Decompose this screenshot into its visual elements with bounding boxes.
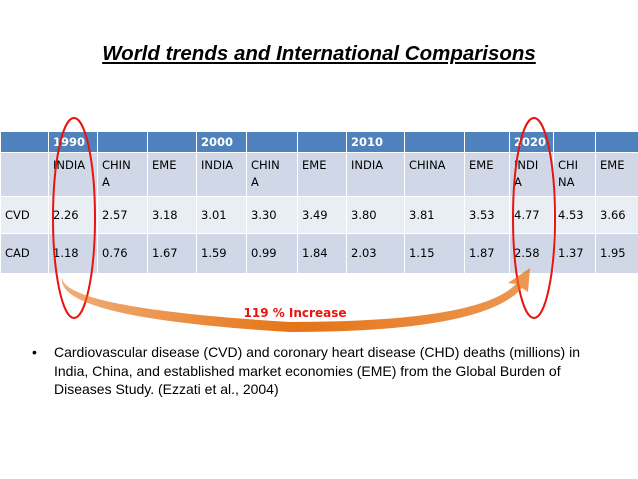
header-cell: INDIA — [196, 152, 247, 197]
year-cell — [404, 131, 465, 153]
header-cell: INDIA — [346, 152, 405, 197]
value-cell: 4.77 — [509, 196, 554, 234]
slide-title: World trends and International Compariso… — [102, 42, 536, 65]
value-cell: 1.87 — [464, 233, 510, 274]
value-cell: 1.95 — [595, 233, 638, 274]
value-cell: 3.30 — [246, 196, 298, 234]
value-cell: 1.67 — [147, 233, 197, 274]
year-cell — [97, 131, 148, 153]
value-cell: 3.18 — [147, 196, 197, 234]
value-cell: 1.18 — [48, 233, 98, 274]
year-corner-cell — [0, 131, 49, 153]
year-cell — [246, 131, 298, 153]
year-row: 1990 2000 2010 2020 — [0, 131, 638, 153]
value-cell: 3.80 — [346, 196, 405, 234]
year-cell: 1990 — [48, 131, 98, 153]
header-cell: CHI NA — [553, 152, 596, 197]
value-cell: 1.15 — [404, 233, 465, 274]
value-cell: 1.59 — [196, 233, 247, 274]
header-cell: CHIN A — [246, 152, 298, 197]
increase-label: 119 % Increase — [243, 306, 347, 320]
value-cell: 3.66 — [595, 196, 638, 234]
value-cell: 4.53 — [553, 196, 596, 234]
value-cell: 3.81 — [404, 196, 465, 234]
year-cell — [595, 131, 638, 153]
data-table: 1990 2000 2010 2020 INDIA CHIN A EME IND… — [0, 131, 638, 274]
header-cell: EME — [297, 152, 347, 197]
header-cell: EME — [147, 152, 197, 197]
value-cell: 1.84 — [297, 233, 347, 274]
header-cell: INDI A — [509, 152, 554, 197]
year-cell: 2020 — [509, 131, 554, 153]
header-cell: EME — [595, 152, 638, 197]
year-cell: 2000 — [196, 131, 247, 153]
value-cell: 0.76 — [97, 233, 148, 274]
value-cell: 3.01 — [196, 196, 247, 234]
table-row-cad: CAD 1.18 0.76 1.67 1.59 0.99 1.84 2.03 1… — [0, 233, 638, 274]
row-label: CVD — [0, 196, 49, 234]
value-cell: 2.26 — [48, 196, 98, 234]
bullet-text: Cardiovascular disease (CVD) and coronar… — [54, 344, 580, 397]
header-cell — [0, 152, 49, 197]
value-cell: 2.58 — [509, 233, 554, 274]
row-label: CAD — [0, 233, 49, 274]
value-cell: 2.57 — [97, 196, 148, 234]
value-cell: 2.03 — [346, 233, 405, 274]
year-cell — [147, 131, 197, 153]
value-cell: 3.49 — [297, 196, 347, 234]
header-cell: EME — [464, 152, 510, 197]
year-cell — [464, 131, 510, 153]
bullet-list-item: • Cardiovascular disease (CVD) and coron… — [32, 343, 592, 399]
table-row-cvd: CVD 2.26 2.57 3.18 3.01 3.30 3.49 3.80 3… — [0, 196, 638, 234]
value-cell: 3.53 — [464, 196, 510, 234]
region-header-row: INDIA CHIN A EME INDIA CHIN A EME INDIA … — [0, 152, 638, 197]
header-cell: CHINA — [404, 152, 465, 197]
header-cell: INDIA — [48, 152, 98, 197]
value-cell: 1.37 — [553, 233, 596, 274]
year-cell — [297, 131, 347, 153]
header-cell: CHIN A — [97, 152, 148, 197]
year-cell — [553, 131, 596, 153]
bullet-icon: • — [32, 344, 37, 360]
increase-arrow — [61, 268, 530, 332]
year-cell: 2010 — [346, 131, 405, 153]
value-cell: 0.99 — [246, 233, 298, 274]
